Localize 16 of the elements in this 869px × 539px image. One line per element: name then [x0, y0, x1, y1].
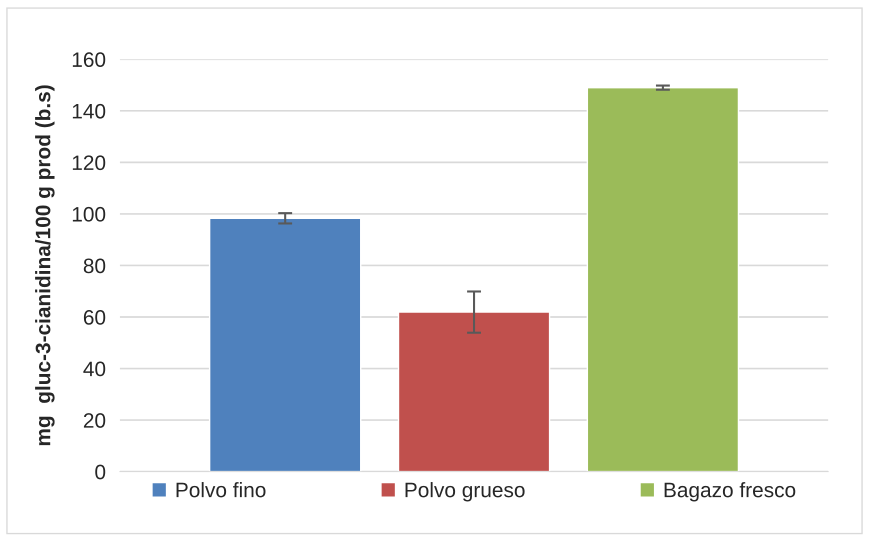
legend-label: Polvo grueso — [406, 482, 525, 502]
y-tick-label: 100 — [72, 206, 106, 222]
y-tick-label: 160 — [72, 52, 106, 68]
legend-label: Polvo fino — [176, 482, 266, 498]
y-tick-label: 20 — [84, 413, 106, 428]
y-tick-label: 80 — [84, 258, 106, 274]
y-tick-label: 60 — [84, 310, 106, 325]
bar — [586, 86, 740, 472]
y-tick-label: 120 — [72, 155, 106, 170]
bar — [398, 311, 550, 472]
y-axis-title: mg gluc-3-cianidina/100 g prod (b.s) — [35, 85, 55, 446]
legend-label: Bagazo fresco — [664, 482, 796, 502]
y-tick-label: 0 — [95, 464, 106, 480]
y-tick-label: 40 — [83, 362, 106, 376]
bar — [208, 218, 362, 472]
y-tick-label: 140 — [72, 104, 106, 119]
